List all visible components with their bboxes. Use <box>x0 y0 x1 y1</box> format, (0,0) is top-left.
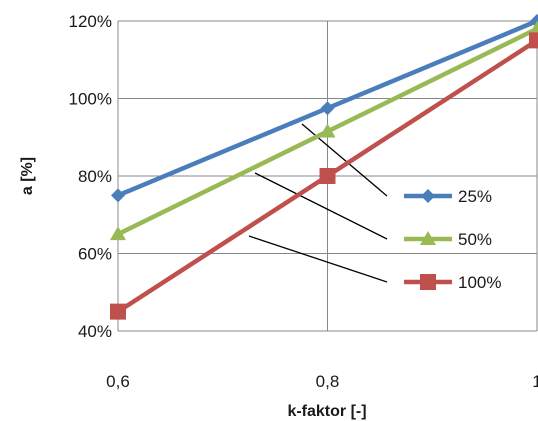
x-tick-labels: 0,6 0,8 1 <box>106 372 538 391</box>
legend: 25% 50% 100% <box>404 187 501 292</box>
y-tick-labels: 40% 60% 80% 100% 120% <box>69 12 112 341</box>
legend-entry: 25% <box>404 187 492 206</box>
legend-leader-lines <box>248 123 388 283</box>
series-25pct <box>111 14 538 203</box>
data-point <box>319 123 336 138</box>
legend-swatch-marker <box>420 274 436 290</box>
leader-line <box>248 235 388 283</box>
legend-swatch-marker <box>420 231 436 245</box>
series-100pct <box>110 32 538 320</box>
data-point <box>320 101 335 116</box>
x-tick-label: 0,6 <box>106 372 130 391</box>
data-point <box>111 188 125 203</box>
y-tick-label: 120% <box>69 12 112 31</box>
x-tick-label: 1 <box>532 372 538 391</box>
data-point <box>110 303 126 320</box>
legend-entry: 50% <box>404 230 492 249</box>
y-tick-label: 80% <box>78 167 112 186</box>
legend-swatch-marker <box>421 189 435 203</box>
leader-line <box>254 172 388 240</box>
legend-label: 100% <box>458 273 501 292</box>
data-point <box>319 168 336 184</box>
y-axis-title: a [%] <box>19 157 36 195</box>
x-axis-title: k-faktor [-] <box>287 403 366 420</box>
data-point <box>529 32 538 49</box>
x-tick-label: 0,8 <box>316 372 340 391</box>
data-point <box>529 20 538 35</box>
series-50pct <box>110 20 538 241</box>
data-point <box>110 226 126 241</box>
legend-label: 50% <box>458 230 492 249</box>
y-tick-label: 100% <box>69 90 112 109</box>
y-tick-label: 40% <box>78 322 112 341</box>
legend-label: 25% <box>458 187 492 206</box>
y-tick-label: 60% <box>78 245 112 264</box>
series-group <box>110 14 538 320</box>
legend-entry: 100% <box>404 273 501 292</box>
